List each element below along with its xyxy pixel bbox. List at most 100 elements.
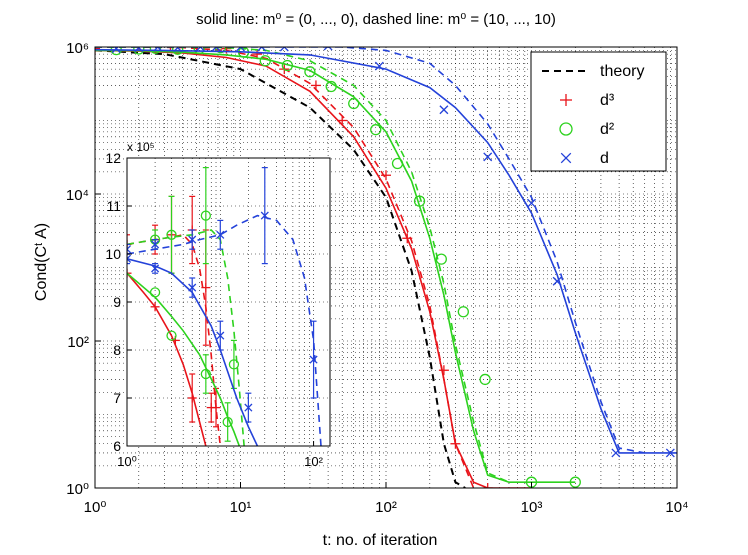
data-point — [195, 47, 205, 52]
y-tick-label: 10⁶ — [66, 40, 89, 57]
data-point — [325, 80, 337, 93]
inset-data-point — [260, 211, 269, 220]
inset-y-tick-label: 9 — [113, 294, 121, 310]
inset-area — [127, 158, 330, 446]
legend-label: theory — [600, 63, 644, 80]
data-point — [153, 47, 163, 52]
inset-data-point — [151, 240, 160, 249]
data-point — [391, 157, 404, 170]
x-axis-label: t: no. of iteration — [323, 532, 438, 549]
legend-item: d³ — [560, 92, 615, 109]
inset-data-point — [200, 368, 211, 380]
theory-line — [95, 49, 466, 488]
data-point — [323, 47, 333, 51]
inset-y-multiplier: x 10⁵ — [127, 140, 155, 154]
data-point — [191, 47, 202, 52]
data-point — [374, 61, 384, 71]
data-point — [479, 373, 491, 386]
inset-y-tick-label: 10 — [105, 246, 121, 262]
x-tick-label: 10³ — [521, 499, 543, 516]
data-point — [236, 47, 245, 52]
data-point — [450, 438, 461, 449]
data-point — [193, 47, 205, 55]
inset-data-point — [200, 210, 211, 221]
data-point — [134, 47, 144, 53]
data-point — [552, 276, 562, 286]
data-point — [611, 448, 621, 458]
solid-series-line — [95, 49, 576, 483]
x-tick-label: 10⁰ — [84, 499, 107, 516]
inset-data-point — [228, 359, 240, 370]
inset-data-point — [309, 355, 318, 364]
solid-series-line — [95, 48, 677, 454]
inset-data-point — [166, 330, 177, 341]
data-point — [257, 47, 267, 52]
inset-x-tick-label: 10⁰ — [117, 454, 137, 469]
data-point — [413, 195, 426, 207]
main-series — [95, 47, 677, 488]
dashed-inset-line — [127, 229, 245, 446]
data-point — [133, 47, 145, 55]
data-point — [149, 47, 162, 54]
data-point — [281, 59, 294, 72]
x-tick-label: 10² — [375, 499, 397, 516]
legend-marker — [560, 152, 572, 164]
inset-data-point — [216, 230, 225, 239]
solid-series-line — [95, 49, 532, 488]
data-point — [381, 170, 391, 181]
data-point — [435, 253, 447, 265]
y-tick-label: 10⁴ — [66, 187, 89, 204]
legend-label: d — [600, 150, 609, 167]
data-point — [483, 152, 493, 162]
data-point — [438, 365, 449, 376]
solid-inset-line — [127, 258, 259, 446]
inset-data-point — [222, 416, 233, 428]
inset-plot: 10⁰ 10² 6 7 8 9 10 11 12 x 10⁵ — [105, 140, 331, 469]
inset-data-point — [150, 302, 160, 312]
data-point — [665, 448, 675, 458]
data-point — [211, 47, 221, 52]
legend-label: d² — [600, 121, 615, 138]
data-point — [95, 47, 100, 54]
data-point — [337, 115, 348, 126]
inset-data-point — [188, 283, 197, 292]
legend-marker — [560, 94, 572, 106]
inset-y-tick-label: 8 — [113, 342, 121, 358]
inset-data-point — [188, 235, 197, 244]
legend: theory d³ d² d — [530, 51, 667, 172]
inset-y-tick-label: 12 — [105, 150, 121, 166]
y-tick-label: 10⁰ — [66, 481, 89, 498]
inset-data-point — [201, 283, 211, 293]
legend-label: d³ — [600, 92, 615, 109]
data-point — [402, 233, 413, 244]
x-tick-label: 10¹ — [230, 499, 252, 516]
legend-item: d — [560, 150, 609, 167]
data-point — [348, 97, 360, 110]
y-axis-label: Cond(Cᵗ A) — [33, 223, 50, 301]
data-point — [252, 49, 263, 60]
dashed-inset-line — [127, 214, 322, 446]
legend-item: d² — [559, 121, 615, 138]
data-point — [172, 47, 184, 55]
data-point — [310, 80, 321, 91]
solid-inset-line — [127, 272, 207, 446]
data-point — [569, 476, 581, 488]
data-point — [165, 47, 176, 52]
data-point — [304, 66, 316, 78]
y-tick-label: 10² — [67, 334, 89, 351]
legend-marker — [559, 122, 573, 136]
inset-data-point — [149, 287, 161, 298]
data-point — [370, 124, 382, 136]
inset-data-point — [127, 268, 132, 278]
legend-item: theory — [542, 63, 644, 80]
inset-data-point — [166, 229, 177, 240]
inset-y-tick-label: 11 — [106, 198, 121, 214]
x-tick-label: 10⁴ — [665, 499, 688, 516]
data-point — [482, 483, 493, 488]
data-point — [259, 55, 271, 67]
inset-x-tick-label: 10² — [304, 454, 323, 469]
inset-data-point — [244, 403, 253, 412]
data-point — [439, 105, 449, 115]
data-point — [111, 47, 121, 54]
